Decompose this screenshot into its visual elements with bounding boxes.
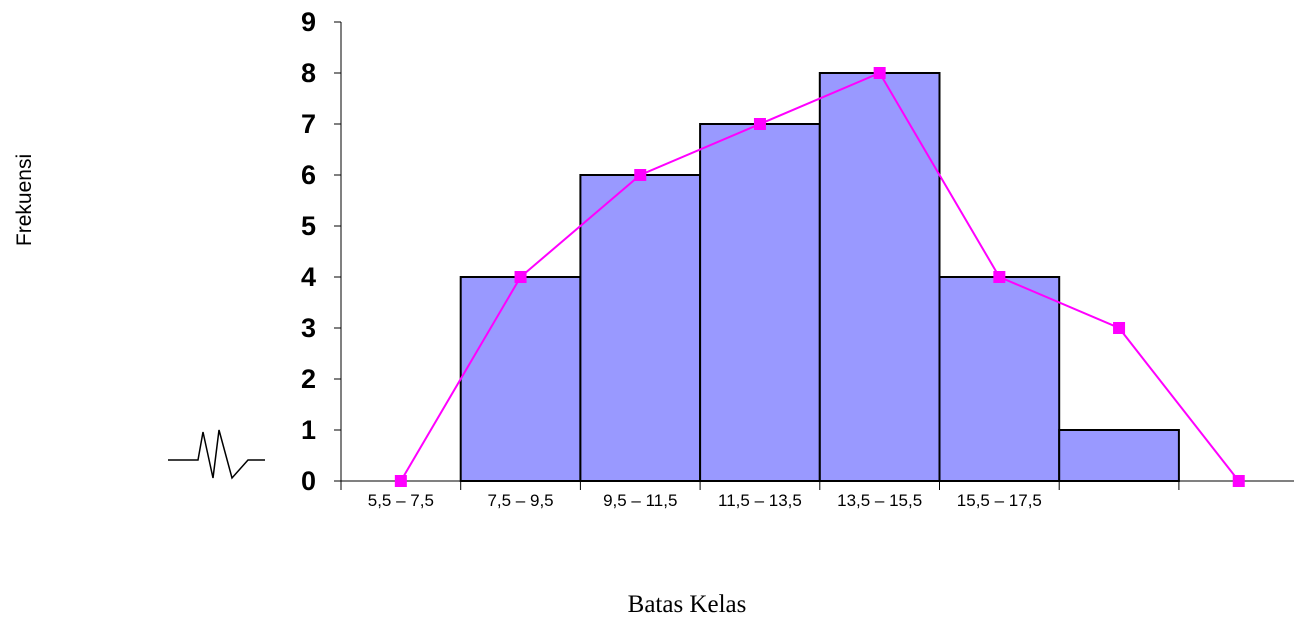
y-tick-label: 7 [301, 109, 316, 139]
chart-axes [340, 22, 1294, 482]
x-tick-label: 5,5 – 7,5 [368, 491, 434, 510]
y-tick-label: 0 [301, 466, 316, 496]
x-tick-label: 9,5 – 11,5 [603, 491, 677, 510]
axis-break-icon [168, 429, 265, 480]
polygon-point-5 [873, 67, 886, 79]
polygon-point-3 [634, 169, 647, 181]
polygon-point-7 [1113, 322, 1126, 334]
y-axis-ticks: 0 1 2 3 4 5 6 7 8 9 [301, 7, 341, 496]
histogram-bar-4 [818, 72, 941, 482]
histogram-bar-6 [1058, 429, 1180, 482]
y-tick-label: 1 [301, 415, 316, 445]
polygon-point-4 [753, 118, 766, 130]
y-tick-label: 9 [301, 7, 316, 37]
y-tick-label: 3 [301, 313, 316, 343]
x-tick-label: 11,5 – 13,5 [718, 491, 802, 510]
y-tick-label: 4 [301, 262, 316, 292]
histogram-bar-1 [459, 276, 582, 482]
histogram-bar-3 [699, 123, 821, 482]
y-tick-label: 6 [301, 160, 316, 190]
histogram-bar-2 [579, 174, 702, 482]
y-axis-title: Frekuensi [13, 154, 36, 246]
polygon-line [399, 71, 1240, 482]
polygon-point-1 [394, 475, 407, 487]
polygon-point-2 [514, 271, 527, 283]
x-tick-label: 7,5 – 9,5 [487, 491, 553, 510]
y-tick-label: 8 [301, 58, 316, 88]
polygon-point-6 [993, 271, 1006, 283]
frequency-polygon [394, 67, 1245, 487]
x-axis-title: Batas Kelas [628, 591, 747, 618]
x-tick-label: 15,5 – 17,5 [957, 491, 1042, 510]
histogram-bars [459, 72, 1180, 482]
polygon-point-8 [1232, 475, 1245, 487]
y-tick-label: 5 [301, 211, 316, 241]
x-axis-ticks: 5,5 – 7,5 7,5 – 9,5 9,5 – 11,5 11,5 – 13,5 1… [340, 481, 1180, 510]
histogram-bar-5 [938, 276, 1061, 482]
x-tick-label: 13,5 – 15,5 [837, 491, 922, 510]
y-tick-label: 2 [301, 364, 316, 394]
